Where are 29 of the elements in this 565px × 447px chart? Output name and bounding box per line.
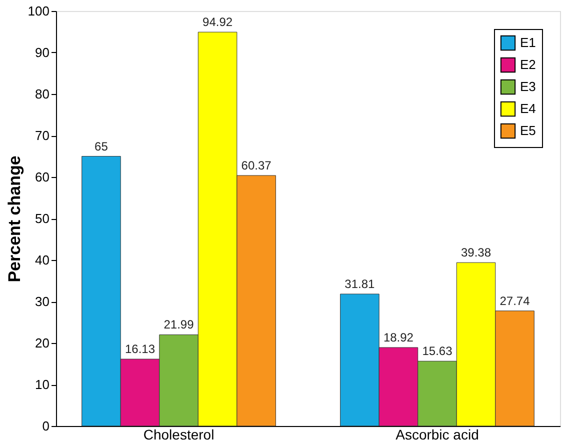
- legend-label: E4: [520, 101, 536, 116]
- data-label: 94.92: [202, 15, 233, 30]
- data-label: 16.13: [124, 342, 156, 356]
- x-tick-label: Ascorbic acid: [396, 426, 479, 442]
- y-axis-title: Percent change: [4, 156, 24, 282]
- legend-label: E1: [520, 35, 536, 50]
- data-label: 65: [94, 139, 108, 154]
- y-tick-label: 10: [35, 377, 50, 392]
- data-label: 18.92: [383, 330, 414, 344]
- data-label: 15.63: [422, 344, 453, 358]
- y-tick-label: 70: [35, 128, 50, 143]
- data-label: 39.38: [460, 246, 492, 260]
- y-tick-label: 20: [35, 336, 50, 350]
- y-tick-label: 30: [35, 294, 50, 309]
- data-label: 31.81: [344, 276, 376, 291]
- legend-label: E5: [520, 123, 536, 138]
- y-tick-label: 60: [35, 170, 50, 184]
- data-label: 21.99: [164, 318, 194, 332]
- y-tick-label: 90: [35, 45, 50, 60]
- legend-label: E2: [520, 57, 536, 72]
- legend-label: E3: [520, 79, 536, 94]
- y-tick-label: 50: [35, 211, 50, 226]
- data-label: 60.37: [241, 158, 272, 172]
- x-tick-label: Cholesterol: [143, 426, 214, 442]
- data-label: 27.74: [500, 294, 530, 308]
- y-tick-label: 40: [35, 252, 50, 268]
- y-tick-label: 100: [28, 4, 50, 18]
- y-tick-label: 0: [42, 418, 50, 434]
- y-tick-label: 80: [35, 86, 50, 102]
